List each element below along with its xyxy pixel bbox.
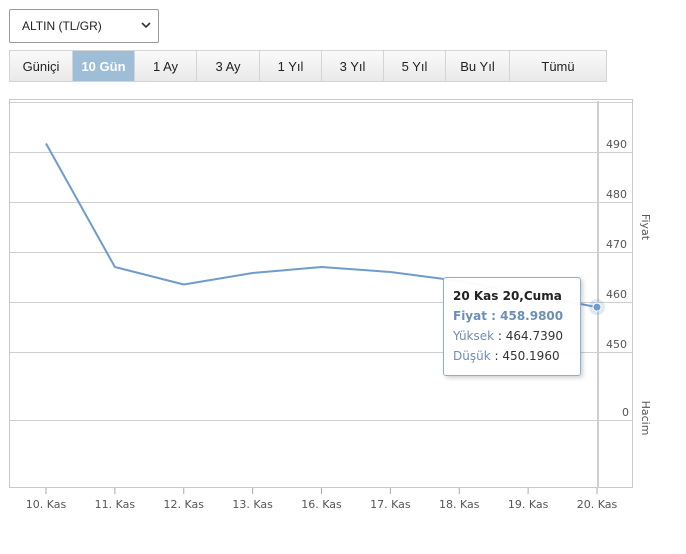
tab-3-yil[interactable]: 3 Yıl [322, 51, 384, 81]
chart-frame [9, 99, 633, 488]
tab-tumu[interactable]: Tümü [510, 51, 606, 81]
x-tick-label: 17. Kas [370, 498, 411, 511]
price-tick-label: 490 [606, 138, 627, 151]
tooltip-price-row: Fiyat : 458.9800 [453, 309, 564, 323]
time-range-tabs: Güniçi 10 Gün 1 Ay 3 Ay 1 Yıl 3 Yıl 5 Yı… [9, 50, 607, 82]
tab-10-gun[interactable]: 10 Gün [73, 51, 135, 81]
tooltip-high-label: Yüksek [453, 329, 495, 343]
tab-gunici[interactable]: Güniçi [10, 51, 73, 81]
volume-tick-label: 0 [622, 406, 629, 419]
tooltip-low-label: Düşük [453, 349, 491, 363]
tooltip-high-row: Yüksek : 464.7390 [453, 329, 564, 343]
price-axis-title: Fiyat [639, 214, 652, 241]
x-tick-label: 12. Kas [164, 498, 205, 511]
tab-3-ay[interactable]: 3 Ay [197, 51, 260, 81]
chart-tooltip: 20 Kas 20,Cuma Fiyat : 458.9800 Yüksek :… [443, 277, 581, 376]
hover-point [592, 302, 602, 312]
tab-5-yil[interactable]: 5 Yıl [384, 51, 446, 81]
chevron-down-icon [141, 22, 151, 29]
x-tick-label: 20. Kas [577, 498, 618, 511]
tooltip-title: 20 Kas 20,Cuma [453, 289, 562, 303]
price-tick-label: 480 [606, 188, 627, 201]
tooltip-low-row: Düşük : 450.1960 [453, 349, 560, 363]
tooltip-price-value: 458.9800 [500, 309, 564, 323]
tab-1-yil[interactable]: 1 Yıl [260, 51, 322, 81]
instrument-select[interactable]: ALTIN (TL/GR) [9, 9, 159, 43]
x-tick-label: 10. Kas [26, 498, 67, 511]
tab-1-ay[interactable]: 1 Ay [135, 51, 197, 81]
x-tick-label: 11. Kas [95, 498, 136, 511]
x-tick-label: 19. Kas [508, 498, 549, 511]
instrument-select-value: ALTIN (TL/GR) [22, 19, 102, 33]
price-tick-label: 460 [606, 288, 627, 301]
tooltip-low-value: 450.1960 [502, 349, 560, 363]
price-tick-label: 450 [606, 338, 627, 351]
tooltip-price-label: Fiyat [453, 309, 487, 323]
tab-bu-yil[interactable]: Bu Yıl [446, 51, 510, 81]
x-tick-label: 16. Kas [301, 498, 342, 511]
x-tick-label: 13. Kas [232, 498, 273, 511]
price-tick-label: 470 [606, 238, 627, 251]
volume-axis-title: Hacim [639, 401, 652, 436]
tooltip-high-value: 464.7390 [505, 329, 564, 343]
x-tick-label: 18. Kas [439, 498, 480, 511]
